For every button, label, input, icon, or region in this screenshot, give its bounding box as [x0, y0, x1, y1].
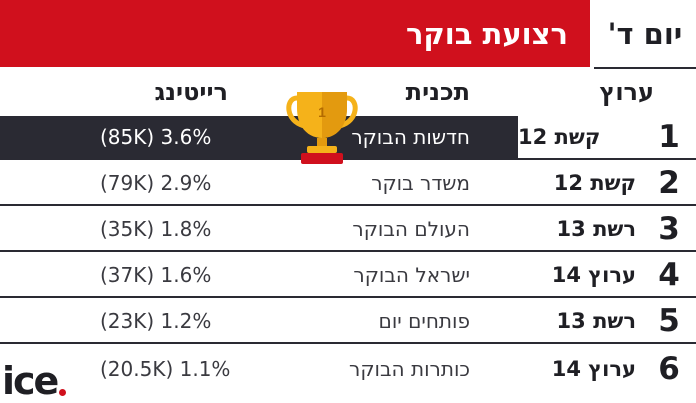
day-label: יום ד' [594, 0, 696, 69]
program-name: ישראל הבוקר [353, 263, 470, 287]
logo-dot [59, 389, 67, 396]
rating-value: (85K) 3.6% [100, 125, 212, 149]
channel-name: רשת 13 [556, 309, 636, 333]
program-name: כותרות הבוקר [349, 357, 470, 381]
page-title: רצועת בוקר [405, 16, 568, 51]
rank-number: 2 [658, 165, 680, 201]
trophy-label: 1 [318, 104, 326, 120]
table-row: 6 ערוץ 14 כותרות הבוקר (20.5K) 1.1% [0, 348, 696, 392]
rank-number: 4 [658, 257, 680, 293]
table-row: 4 ערוץ 14 ישראל הבוקר (37K) 1.6% [0, 254, 696, 298]
channel-name: ערוץ 14 [551, 357, 636, 381]
column-header-rating: רייטינג [154, 78, 228, 106]
program-name: פותחים יום [378, 309, 470, 333]
table-row: 3 רשת 13 העולם הבוקר (35K) 1.8% [0, 208, 696, 252]
trophy-icon: 1 [286, 92, 358, 164]
rank-number: 3 [658, 211, 680, 247]
channel-name: ערוץ 14 [551, 263, 636, 287]
rating-value: (35K) 1.8% [100, 217, 212, 241]
ice-logo: ice [2, 356, 67, 403]
column-header-program: תכנית [405, 78, 470, 106]
channel-name: קשת 12 [518, 116, 642, 158]
rating-value: (23K) 1.2% [100, 309, 212, 333]
table-row: 5 רשת 13 פותחים יום (23K) 1.2% [0, 300, 696, 344]
channel-name: קשת 12 [553, 171, 636, 195]
program-name: משדר בוקר [371, 171, 470, 195]
rating-value: (37K) 1.6% [100, 263, 212, 287]
title-bar: רצועת בוקר [0, 0, 590, 67]
rank-number: 1 [642, 116, 696, 158]
rank-number: 5 [658, 303, 680, 339]
program-name: חדשות הבוקר [351, 125, 470, 149]
logo-text: ice [2, 359, 59, 403]
rating-value: (79K) 2.9% [100, 171, 212, 195]
rating-value: (20.5K) 1.1% [100, 357, 231, 381]
table-row: 2 קשת 12 משדר בוקר (79K) 2.9% [0, 162, 696, 206]
program-name: העולם הבוקר [352, 217, 470, 241]
column-header-channel: ערוץ [599, 78, 654, 106]
channel-name: רשת 13 [556, 217, 636, 241]
rank-number: 6 [658, 351, 680, 387]
